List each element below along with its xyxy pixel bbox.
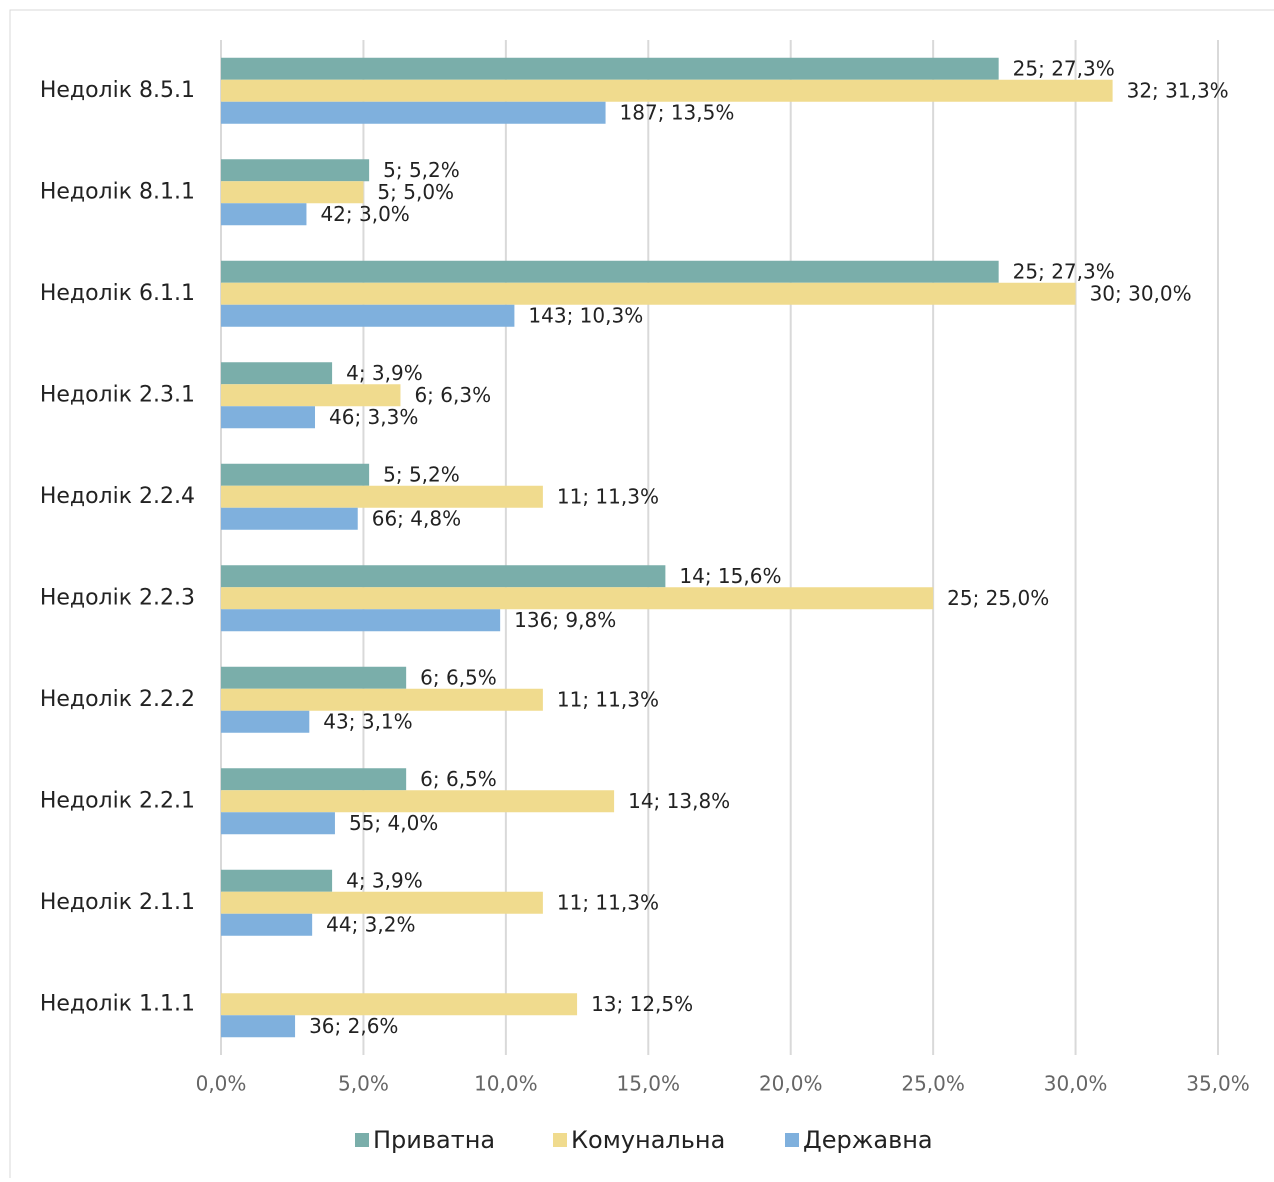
bar [221,463,370,486]
bar [221,57,999,80]
bar [221,507,358,530]
y-tick-label: Недолік 8.1.1 [40,179,195,204]
x-tick-label: 5,0% [338,1072,389,1096]
data-label: 32; 31,3% [1127,78,1229,102]
data-label: 5; 5,0% [377,180,454,204]
bar [221,485,543,508]
bar [221,891,543,914]
bar [221,203,307,226]
data-label: 11; 11,3% [557,484,659,508]
y-tick-label: Недолік 6.1.1 [40,281,195,306]
legend-swatch [785,1133,799,1147]
x-tick-label: 10,0% [474,1072,538,1096]
bar [221,101,606,124]
x-tick-label: 30,0% [1044,1072,1108,1096]
x-tick-label: 35,0% [1186,1072,1250,1096]
bar [221,282,1076,305]
data-label: 42; 3,0% [320,202,409,226]
data-label: 25; 25,0% [947,586,1049,610]
y-tick-label: Недолік 2.2.3 [40,585,195,610]
bar [221,304,515,327]
legend-label: Комунальна [571,1126,725,1154]
bar [221,362,333,385]
y-tick-label: Недолік 8.5.1 [40,78,195,103]
data-label: 66; 4,8% [372,506,461,530]
y-tick-label: Недолік 2.2.1 [40,788,195,813]
bar [221,609,501,632]
data-label: 4; 3,9% [346,868,423,892]
data-label: 55; 4,0% [349,811,438,835]
data-label: 43; 3,1% [323,709,412,733]
bar [221,181,364,204]
x-tick-label: 0,0% [196,1072,247,1096]
bar [221,1015,296,1038]
bar [221,768,407,791]
y-tick-label: Недолік 2.2.4 [40,484,195,509]
bar [221,406,316,429]
data-label: 11; 11,3% [557,890,659,914]
bar [221,993,578,1016]
bar [221,913,313,936]
data-label: 5; 5,2% [383,158,460,182]
y-tick-label: Недолік 2.3.1 [40,382,195,407]
data-label: 25; 27,3% [1013,259,1115,283]
data-label: 187; 13,5% [620,100,735,124]
frame [9,9,1274,1182]
data-label: 6; 6,5% [420,767,497,791]
data-label: 4; 3,9% [346,361,423,385]
data-label: 11; 11,3% [557,687,659,711]
bar [221,666,407,689]
legend-label: Приватна [373,1126,495,1154]
data-label: 13; 12,5% [591,992,693,1016]
data-label: 143; 10,3% [528,303,643,327]
bar [221,710,310,733]
data-label: 25; 27,3% [1013,56,1115,80]
y-tick-label: Недолік 2.1.1 [40,890,195,915]
bar [221,565,666,588]
y-tick-label: Недолік 1.1.1 [40,991,195,1016]
x-tick-label: 20,0% [759,1072,823,1096]
data-label: 46; 3,3% [329,405,418,429]
bar [221,812,335,835]
legend-label: Державна [803,1126,933,1154]
bar [221,260,999,283]
bar [221,587,934,610]
data-label: 30; 30,0% [1090,281,1192,305]
x-tick-label: 25,0% [901,1072,965,1096]
data-label: 36; 2,6% [309,1014,398,1038]
bar [221,869,333,892]
data-label: 136; 9,8% [514,608,616,632]
data-label: 6; 6,5% [420,665,497,689]
data-label: 14; 13,8% [628,789,730,813]
data-label: 5; 5,2% [383,462,460,486]
bar [221,159,370,182]
data-label: 6; 6,3% [414,383,491,407]
y-tick-label: Недолік 2.2.2 [40,687,195,712]
data-label: 14; 15,6% [679,564,781,588]
data-label: 44; 3,2% [326,912,415,936]
bar [221,79,1113,102]
legend-swatch [553,1133,567,1147]
bar [221,790,615,813]
bar [221,384,401,407]
legend-swatch [355,1133,369,1147]
bar [221,688,543,711]
x-tick-label: 15,0% [617,1072,681,1096]
